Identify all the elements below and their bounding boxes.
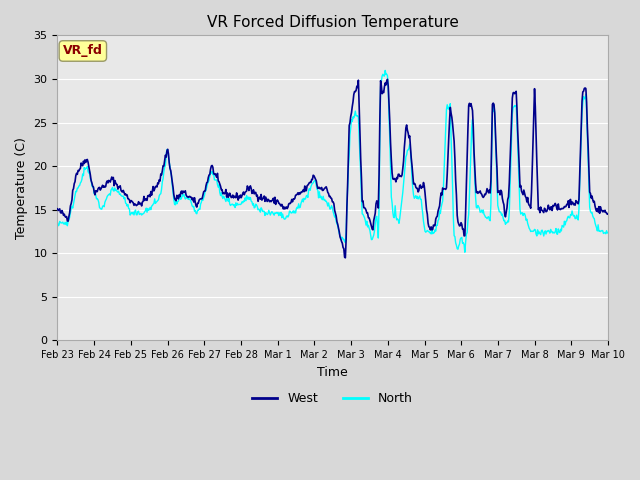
North — [604, 230, 612, 236]
North — [381, 68, 389, 73]
West — [205, 172, 213, 178]
West — [120, 190, 128, 195]
North — [401, 172, 408, 178]
Legend: West, North: West, North — [248, 387, 418, 410]
X-axis label: Time: Time — [317, 366, 348, 379]
West — [54, 206, 61, 212]
West — [383, 76, 391, 82]
West — [401, 135, 409, 141]
North — [63, 223, 71, 228]
North — [120, 196, 128, 202]
West — [604, 211, 612, 217]
Line: West: West — [58, 79, 608, 258]
North — [205, 178, 213, 183]
West — [63, 218, 71, 224]
Text: VR_fd: VR_fd — [63, 45, 103, 58]
North — [54, 219, 61, 225]
Y-axis label: Temperature (C): Temperature (C) — [15, 137, 28, 239]
North — [461, 249, 468, 255]
West — [342, 255, 349, 261]
North — [417, 196, 424, 202]
West — [176, 194, 184, 200]
Title: VR Forced Diffusion Temperature: VR Forced Diffusion Temperature — [207, 15, 459, 30]
West — [417, 185, 425, 191]
North — [176, 192, 184, 198]
Line: North: North — [58, 71, 608, 252]
